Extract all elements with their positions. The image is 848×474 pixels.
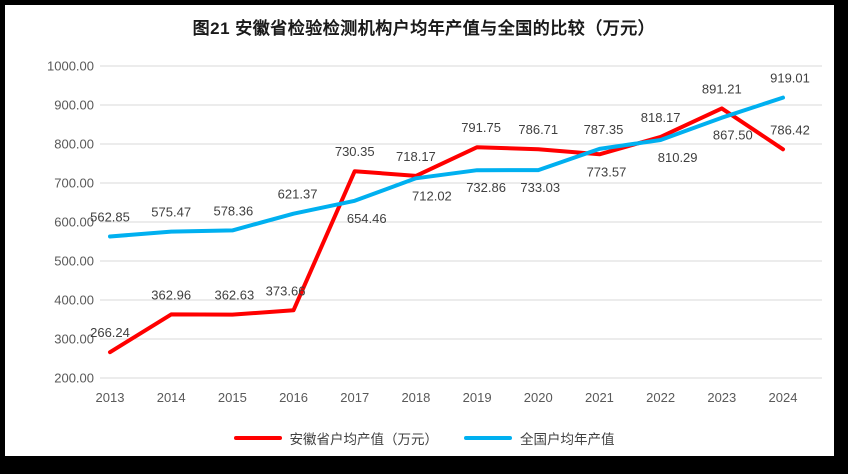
x-axis-tick-label: 2017 [340,390,369,405]
viewer-border-bottom [0,456,848,474]
y-axis-tick-label: 900.00 [54,98,94,113]
x-axis-tick-label: 2023 [707,390,736,405]
data-label-national: 867.50 [713,128,753,143]
data-label-national: 654.46 [347,211,387,226]
chart-title: 图21 安徽省检验检测机构户均年产值与全国的比较（万元） [192,19,656,38]
x-axis-tick-label: 2021 [585,390,614,405]
data-label-national: 810.29 [658,150,698,165]
y-axis-tick-label: 300.00 [54,332,94,347]
x-axis-tick-label: 2013 [96,390,125,405]
y-axis-tick-label: 400.00 [54,293,94,308]
data-label-anhui: 891.21 [702,81,742,96]
viewer-border-top [0,0,848,5]
y-axis-tick-label: 700.00 [54,176,94,191]
data-label-national: 575.47 [151,205,191,220]
data-label-anhui: 786.42 [770,122,810,137]
x-axis-tick-label: 2020 [524,390,553,405]
x-axis-tick-label: 2016 [279,390,308,405]
data-label-anhui: 718.17 [396,149,436,164]
data-label-national: 787.35 [584,122,624,137]
y-axis-tick-label: 200.00 [54,371,94,386]
x-axis-tick-label: 2019 [463,390,492,405]
data-label-anhui: 362.96 [151,287,191,302]
data-label-anhui: 266.24 [90,325,130,340]
data-label-national: 919.01 [770,71,810,86]
data-label-anhui: 373.66 [266,283,306,298]
data-label-anhui: 791.75 [461,120,501,135]
y-axis-tick-label: 500.00 [54,254,94,269]
viewer-border-right [834,0,848,458]
data-label-national: 732.86 [466,180,506,195]
data-label-anhui: 362.63 [214,288,254,303]
x-axis-tick-label: 2015 [218,390,247,405]
data-label-anhui: 818.17 [641,110,681,125]
legend-label-national: 全国户均年产值 [520,432,615,447]
y-axis-tick-label: 1000.00 [47,59,94,74]
y-axis-tick-label: 800.00 [54,137,94,152]
legend-item-anhui: 安徽省户均产值（万元） [233,428,439,448]
data-label-national: 562.85 [90,209,130,224]
chart-legend: 安徽省户均产值（万元） 全国户均年产值 [0,428,848,448]
legend-label-anhui: 安徽省户均产值（万元） [289,432,439,447]
data-label-anhui: 786.71 [518,122,558,137]
viewer-border-left [0,0,5,458]
legend-item-national: 全国户均年产值 [464,428,615,448]
data-label-anhui: 773.57 [587,164,627,179]
x-axis-tick-label: 2018 [401,390,430,405]
x-axis-tick-label: 2022 [646,390,675,405]
series-line-national [108,95,785,239]
data-label-anhui: 730.35 [335,144,375,159]
data-label-national: 733.03 [520,180,560,195]
data-label-national: 712.02 [412,188,452,203]
x-axis-tick-label: 2024 [769,390,798,405]
data-label-national: 621.37 [278,187,318,202]
national-line-swatch-icon [464,436,512,440]
data-label-national: 578.36 [213,203,253,218]
y-axis-tick-label: 600.00 [54,215,94,230]
anhui-line-swatch-icon [233,436,282,440]
series-line-anhui [108,106,785,355]
x-axis-tick-label: 2014 [157,390,186,405]
